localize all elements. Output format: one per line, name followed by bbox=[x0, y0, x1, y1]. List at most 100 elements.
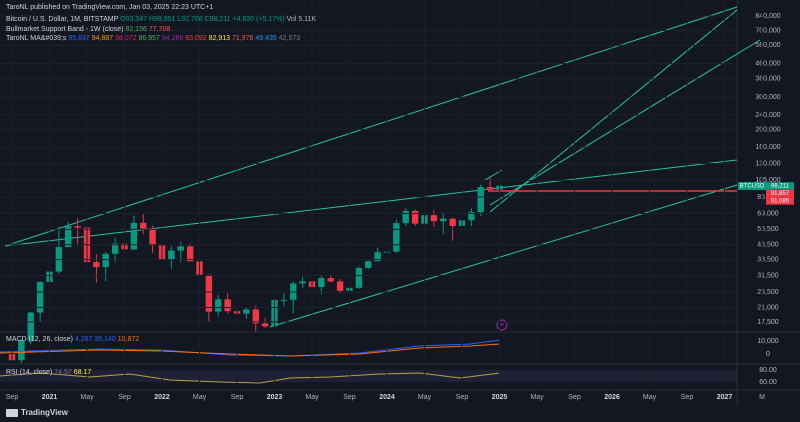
x-tick-label: Sep bbox=[6, 394, 19, 401]
logo-icon bbox=[6, 409, 18, 417]
indicator-name: TaroNL MA&#039;s bbox=[6, 35, 67, 42]
x-tick-label: 2024 bbox=[379, 394, 395, 401]
ohlc-value: L92,768 bbox=[177, 16, 202, 23]
x-tick-label: Sep bbox=[681, 394, 694, 401]
y-tick-label: 21,000 bbox=[757, 304, 779, 311]
event-marker[interactable] bbox=[496, 319, 508, 331]
indicator-value: 95,837 bbox=[68, 35, 90, 42]
rsi-axis-label: 60.00 bbox=[759, 379, 777, 386]
y-tick-label: 69,000 bbox=[757, 210, 779, 217]
indicator-value: 96,957 bbox=[139, 35, 161, 42]
candle-body bbox=[290, 283, 297, 300]
y-tick-label: 380,000 bbox=[755, 76, 780, 83]
indicator-legend: TaroNL MA&#039;s 95,837 94,887 98,072 96… bbox=[6, 35, 300, 42]
y-tick-label: 300,000 bbox=[755, 94, 780, 101]
candle-body bbox=[18, 340, 25, 361]
candle-body bbox=[111, 243, 119, 254]
x-tick-label: May bbox=[418, 394, 432, 401]
logo: TradingView bbox=[21, 408, 69, 417]
candle-body bbox=[449, 218, 456, 226]
y-tick-label: 105,000 bbox=[755, 177, 780, 184]
trend-line bbox=[4, 6, 738, 247]
macd-axis-label: 10,000 bbox=[757, 338, 779, 345]
indicator-legend: Bullmarket Support Band - 1W (close) 82,… bbox=[6, 26, 170, 33]
price-badge bbox=[766, 197, 794, 205]
indicator-value: 82,913 bbox=[209, 35, 231, 42]
x-tick-label: Sep bbox=[118, 394, 131, 401]
rsi-name: RSI (14, close) bbox=[6, 369, 52, 376]
candle-body bbox=[468, 212, 475, 221]
y-tick-label: 580,000 bbox=[755, 42, 780, 49]
x-tick-label: 2022 bbox=[154, 394, 170, 401]
x-tick-label: 2027 bbox=[717, 394, 733, 401]
indicator-value: 49,435 bbox=[255, 35, 277, 42]
x-tick-label: Sep bbox=[231, 394, 244, 401]
macd-value: 4,267 bbox=[75, 336, 93, 343]
indicator-value: 71,976 bbox=[232, 35, 254, 42]
candle-body bbox=[252, 309, 259, 324]
rsi-axis-label: 80.00 bbox=[759, 367, 777, 374]
trend-line bbox=[489, 9, 738, 213]
x-tick-label: May bbox=[80, 394, 94, 401]
candle-body bbox=[65, 226, 72, 248]
price-label: 98,211 bbox=[771, 184, 790, 190]
y-tick-label: 700,000 bbox=[755, 27, 780, 34]
candle-body bbox=[243, 309, 250, 314]
y-tick-label: 38,500 bbox=[757, 256, 779, 263]
macd-name: MACD (12, 26, close) bbox=[6, 336, 73, 343]
x-tick-label: Sep bbox=[343, 394, 356, 401]
candle-body bbox=[365, 261, 372, 268]
signal-line bbox=[0, 343, 501, 357]
candle-body bbox=[411, 210, 419, 224]
y-tick-label: 17,500 bbox=[757, 319, 779, 326]
y-tick-label: 200,000 bbox=[755, 126, 780, 133]
ohlc-value: O93,347 bbox=[120, 16, 147, 23]
candle-body bbox=[477, 187, 484, 213]
y-tick-label: 840,000 bbox=[755, 13, 780, 20]
price-badge bbox=[766, 182, 794, 190]
rsi-legend: RSI (14, close) 74.57 68.17 bbox=[6, 369, 91, 376]
event-marker-icon: + bbox=[500, 320, 505, 329]
y-tick-label: 460,000 bbox=[755, 60, 780, 67]
x-tick-label: May bbox=[305, 394, 319, 401]
price-label: 91,857 bbox=[771, 191, 790, 197]
candle-body bbox=[355, 267, 363, 288]
symbol-title: Bitcoin / U.S. Dollar, 1M, BITSTAMP bbox=[6, 16, 119, 23]
y-tick-label: 56,500 bbox=[757, 226, 779, 233]
macd-value: 10,872 bbox=[118, 336, 140, 343]
y-tick-label: 240,000 bbox=[755, 112, 780, 119]
trend-line bbox=[269, 184, 738, 328]
candle-body bbox=[74, 226, 81, 228]
ohlc-value: C98,211 bbox=[205, 16, 231, 23]
trend-line bbox=[4, 159, 738, 247]
candle-body bbox=[318, 278, 325, 288]
y-tick-label: 46,500 bbox=[757, 242, 779, 249]
x-tick-label: Sep bbox=[568, 394, 581, 401]
candle-body bbox=[393, 223, 400, 252]
candle-body bbox=[140, 222, 147, 229]
candle-body bbox=[374, 252, 381, 262]
symbol-badge bbox=[738, 182, 766, 190]
ohlc-value: +4,830 (+5.17%) bbox=[233, 16, 285, 23]
candle-body bbox=[205, 274, 213, 312]
x-tick-label: Sep bbox=[456, 394, 469, 401]
indicator-value: 94,286 bbox=[162, 35, 184, 42]
candle-body bbox=[336, 281, 344, 291]
candle-body bbox=[261, 323, 269, 327]
candle-body bbox=[27, 312, 34, 341]
y-tick-label: 31,500 bbox=[757, 272, 779, 279]
candle-body bbox=[215, 299, 222, 312]
candle-body bbox=[402, 210, 409, 224]
indicator-name: Bullmarket Support Band - 1W (close) bbox=[6, 26, 124, 33]
symbol-legend: Bitcoin / U.S. Dollar, 1M, BITSTAMP O93,… bbox=[6, 16, 316, 23]
y-tick-label: 160,000 bbox=[755, 144, 780, 151]
candle-body bbox=[186, 246, 194, 262]
indicator-value: 77,708 bbox=[149, 26, 171, 33]
candle-body bbox=[130, 222, 138, 250]
indicator-value: 42,573 bbox=[279, 35, 301, 42]
candle-body bbox=[486, 187, 494, 190]
candle-body bbox=[327, 278, 334, 282]
x-tick-label: May bbox=[643, 394, 657, 401]
